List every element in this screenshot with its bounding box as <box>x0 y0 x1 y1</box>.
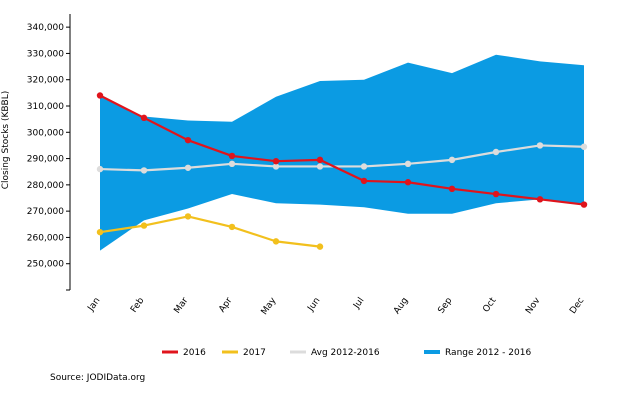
legend: 2016 2017 Avg 2012-2016 Range 2012 - 2016 <box>162 348 531 358</box>
x-tick-label: Apr <box>217 296 234 315</box>
y-tick-label: 340,000 <box>27 23 64 33</box>
series-point-2016 <box>272 158 280 165</box>
y-tick-label: 250,000 <box>27 260 64 270</box>
x-tick-label: Aug <box>392 296 410 316</box>
series-point-avg-2012-2016 <box>272 163 280 170</box>
series-point-2016 <box>360 177 368 185</box>
x-tick-label: May <box>260 295 279 317</box>
series-point-2017 <box>272 238 280 245</box>
series-point-2016 <box>492 190 500 198</box>
range-band <box>100 54 584 251</box>
x-tick-label: Jan <box>86 296 103 314</box>
series-point-avg-2012-2016 <box>404 160 412 168</box>
series-point-avg-2012-2016 <box>580 143 588 150</box>
series-point-avg-2012-2016 <box>536 142 544 149</box>
series-point-avg-2012-2016 <box>228 160 236 168</box>
series-point-2017 <box>140 222 148 229</box>
series-point-2016 <box>580 201 588 208</box>
series-point-2016 <box>448 185 456 192</box>
series-point-2017 <box>228 223 236 231</box>
x-tick-label: Mar <box>173 296 191 316</box>
series-point-2016 <box>536 196 544 203</box>
x-tick-label: Feb <box>129 296 146 315</box>
y-tick-label: 300,000 <box>27 128 64 138</box>
plot-area: 250,000 260,000 270,000 280,000 290,000 300,0… <box>27 14 588 317</box>
series-line-avg-2012-2016 <box>99 144 585 172</box>
source-note: Source: JODIData.org <box>50 373 146 383</box>
x-tick-label: Jun <box>306 296 323 314</box>
legend-label-2016: 2016 <box>183 348 206 358</box>
y-tick-label: 320,000 <box>27 76 64 86</box>
series-point-2017 <box>96 228 104 236</box>
y-tick-label: 290,000 <box>27 155 64 165</box>
series-point-2017 <box>316 243 324 250</box>
series-point-avg-2012-2016 <box>140 167 148 174</box>
series-line-2016 <box>99 94 585 206</box>
y-tick-label: 280,000 <box>27 181 64 191</box>
y-tick-label: 330,000 <box>27 49 64 59</box>
x-tick-label: Sep <box>437 296 455 316</box>
series-point-2016 <box>96 92 104 99</box>
series-point-2016 <box>404 179 412 186</box>
series-line-2017 <box>99 215 321 248</box>
series-point-2016 <box>140 114 148 122</box>
series-point-avg-2012-2016 <box>96 165 104 173</box>
series-point-2017 <box>184 213 192 220</box>
y-tick-label: 310,000 <box>27 102 64 112</box>
x-tick-label: Nov <box>524 295 543 316</box>
series-point-avg-2012-2016 <box>316 163 324 170</box>
series-point-2016 <box>316 156 324 164</box>
series-point-2016 <box>184 136 192 144</box>
y-tick-label: 260,000 <box>27 233 64 243</box>
y-axis-title: Closing Stocks (KBBL) <box>1 91 11 190</box>
legend-label-2017: 2017 <box>243 348 266 358</box>
series-point-avg-2012-2016 <box>492 148 500 156</box>
x-tick-label: Oct <box>481 296 498 315</box>
x-tick-label: Dec <box>568 296 586 316</box>
series-point-avg-2012-2016 <box>360 163 368 170</box>
series-point-avg-2012-2016 <box>448 156 456 164</box>
series-point-avg-2012-2016 <box>184 164 192 171</box>
y-tick-label: 270,000 <box>27 207 64 217</box>
x-tick-label: Jul <box>351 296 366 311</box>
legend-label-avg-2012-2016: Avg 2012-2016 <box>311 348 380 358</box>
series-point-2016 <box>228 152 236 160</box>
legend-label-range-2012-2016: Range 2012 - 2016 <box>445 348 531 358</box>
